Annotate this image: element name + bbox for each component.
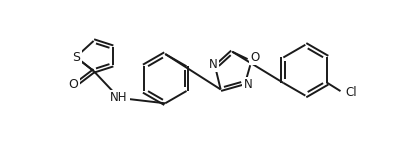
- Text: Cl: Cl: [345, 86, 356, 99]
- Text: N: N: [243, 78, 252, 91]
- Text: O: O: [69, 78, 78, 91]
- Text: NH: NH: [110, 91, 128, 104]
- Text: S: S: [72, 51, 80, 64]
- Text: O: O: [250, 51, 259, 64]
- Text: N: N: [208, 58, 217, 71]
